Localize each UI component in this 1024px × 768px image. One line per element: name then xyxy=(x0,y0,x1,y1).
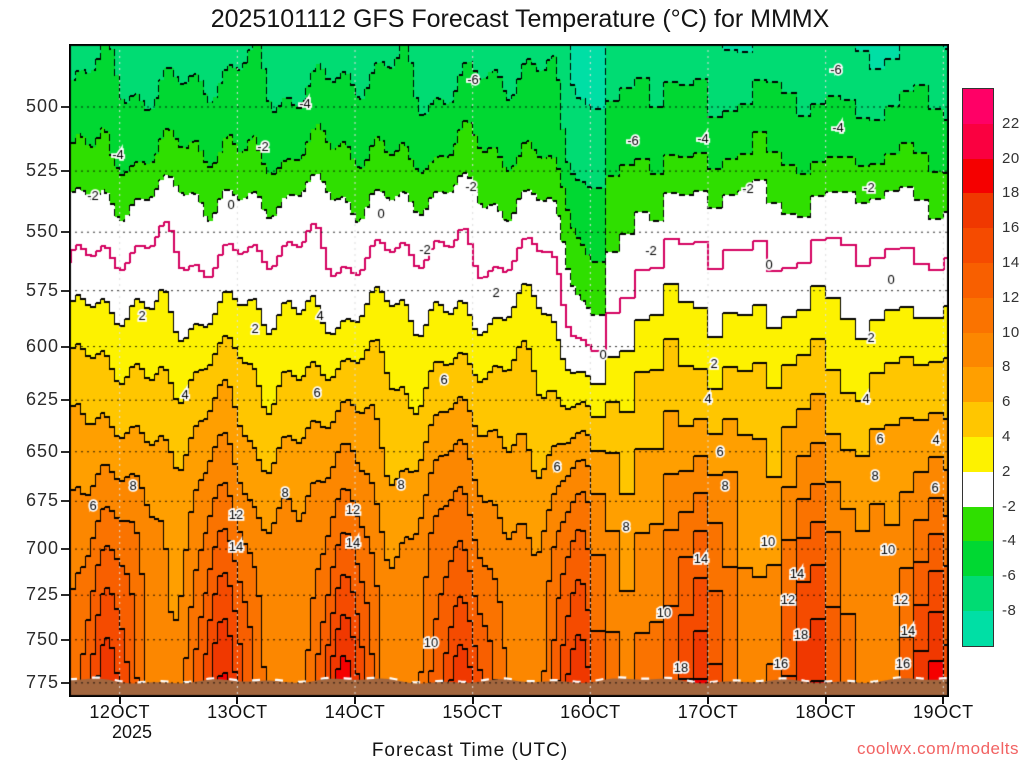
watermark-link[interactable]: coolwx.com/modelts xyxy=(856,739,1019,758)
colorbar-segment xyxy=(963,297,993,334)
y-tick-label: 700 xyxy=(25,538,59,559)
contour-plot-canvas xyxy=(69,44,949,697)
x-axis-year-label: 2025 xyxy=(111,722,153,742)
y-tick-label: 575 xyxy=(25,279,59,300)
y-tick-label: 625 xyxy=(25,389,59,410)
x-tick-label: 18OCT xyxy=(795,702,856,722)
y-tick-label: 500 xyxy=(25,95,59,116)
colorbar-tick-label: 22 xyxy=(1002,114,1020,132)
colorbar-segment xyxy=(963,437,993,473)
colorbar-segment xyxy=(963,367,993,403)
x-tick xyxy=(471,697,474,704)
y-tick xyxy=(61,105,69,108)
x-tick xyxy=(236,697,239,704)
colorbar-segment xyxy=(963,263,993,299)
colorbar-tick-label: 6 xyxy=(1002,393,1011,411)
colorbar-tick-label: 14 xyxy=(1002,254,1020,271)
colorbar-segment xyxy=(963,158,993,194)
colorbar-tick-label: 4 xyxy=(1002,428,1011,445)
y-tick-label: 775 xyxy=(25,671,59,692)
colorbar-tick-label: -2 xyxy=(1002,497,1017,515)
colorbar-segment xyxy=(963,611,993,647)
x-tick-label: 16OCT xyxy=(560,702,621,722)
y-tick xyxy=(61,345,69,348)
colorbar-tick-label: 12 xyxy=(1002,288,1020,306)
colorbar-tick-label: 20 xyxy=(1002,149,1020,167)
colorbar-frame xyxy=(962,88,994,647)
y-tick xyxy=(61,231,69,234)
x-tick-label: 12OCT xyxy=(89,702,150,722)
colorbar-tick-label: 8 xyxy=(1002,358,1011,376)
y-tick xyxy=(61,289,69,292)
y-tick-label: 725 xyxy=(25,584,59,605)
colorbar-segment xyxy=(963,228,993,264)
y-tick-label: 675 xyxy=(25,490,59,511)
colorbar-tick-label: 18 xyxy=(1002,184,1020,202)
colorbar-tick-label: -6 xyxy=(1002,567,1017,585)
y-tick xyxy=(61,399,69,402)
x-tick-label: 15OCT xyxy=(442,702,503,722)
x-tick xyxy=(824,697,827,704)
colorbar-tick-label: 16 xyxy=(1002,219,1020,237)
x-tick xyxy=(707,697,709,704)
x-tick xyxy=(589,697,592,704)
y-tick xyxy=(61,450,69,453)
colorbar-segment xyxy=(963,123,993,160)
x-tick-label: 14OCT xyxy=(324,702,386,722)
x-tick xyxy=(354,697,357,704)
y-tick-label: 525 xyxy=(25,160,59,181)
y-tick-label: 650 xyxy=(25,440,59,461)
x-tick-label: 19OCT xyxy=(913,702,974,722)
colorbar-segment xyxy=(963,471,993,508)
x-tick-label: 13OCT xyxy=(207,702,268,722)
colorbar-tick-label: -4 xyxy=(1002,532,1017,550)
y-tick-label: 550 xyxy=(25,221,59,242)
y-tick-label: 750 xyxy=(25,628,59,649)
colorbar-segment xyxy=(963,332,993,368)
colorbar-tick-label: -8 xyxy=(1002,602,1017,619)
y-tick xyxy=(61,681,69,684)
y-tick xyxy=(61,594,69,597)
x-tick xyxy=(118,697,121,704)
colorbar-segment xyxy=(963,541,993,577)
colorbar-segment xyxy=(963,506,993,542)
colorbar-segment xyxy=(963,193,993,229)
x-tick-label: 17OCT xyxy=(677,702,739,722)
x-axis-title: Forecast Time (UTC) xyxy=(371,740,569,761)
y-tick-label: 600 xyxy=(25,335,59,356)
colorbar-tick-label: 2 xyxy=(1002,462,1011,480)
colorbar-segment xyxy=(963,402,993,438)
chart-title: 2025101112 GFS Forecast Temperature (°C)… xyxy=(210,5,830,33)
colorbar-segment xyxy=(963,576,993,612)
y-tick xyxy=(61,170,69,173)
y-tick xyxy=(61,548,69,551)
x-tick xyxy=(942,697,945,704)
y-tick xyxy=(61,638,69,641)
colorbar-segment xyxy=(963,89,993,125)
colorbar-tick-label: 10 xyxy=(1002,323,1020,341)
y-tick xyxy=(61,500,69,503)
